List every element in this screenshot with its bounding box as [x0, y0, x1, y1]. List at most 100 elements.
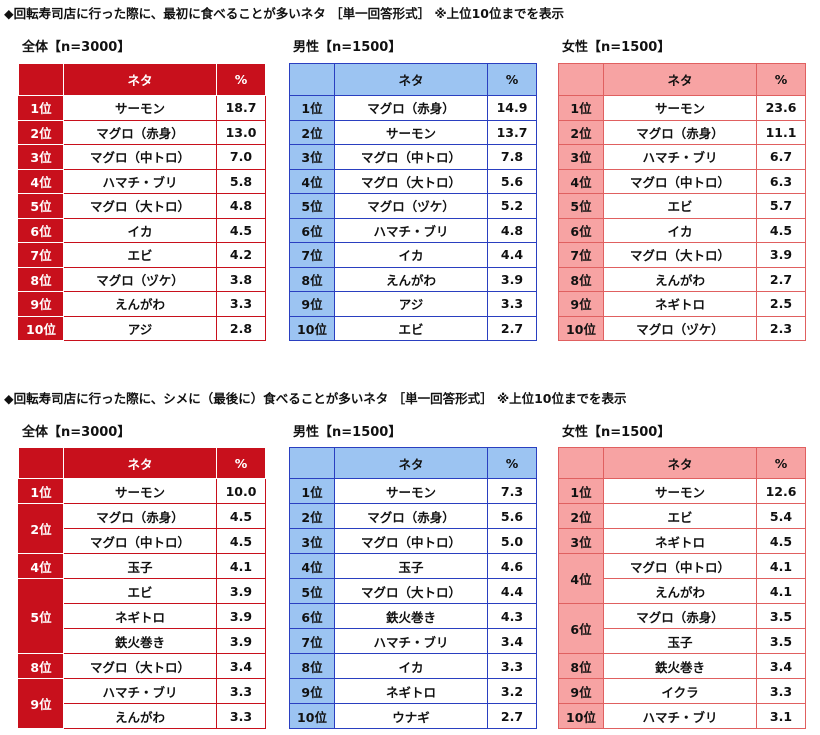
data-row: 5位 エビ 3.9	[18, 578, 266, 654]
pct-cell: 4.4	[487, 578, 537, 604]
neta-cell: サーモン	[63, 95, 217, 121]
pct-cell: 2.7	[487, 315, 537, 341]
pct-cell: 3.5	[756, 628, 806, 654]
pct-cell: 3.9	[756, 242, 806, 268]
header-cell: %	[216, 63, 266, 96]
pct-cell: 2.5	[756, 291, 806, 317]
neta-cell: マグロ（赤身）	[603, 603, 757, 629]
header-row: ネタ%	[18, 447, 266, 479]
pct-cell: 3.1	[756, 703, 806, 729]
pct-cell: 3.8	[216, 266, 266, 292]
data-row: 5位 マグロ（大トロ） 4.4	[289, 578, 537, 604]
pct-cell: 4.8	[216, 193, 266, 219]
data-row: 1位 サーモン 12.6	[558, 478, 806, 504]
pct-cell: 3.5	[756, 603, 806, 629]
neta-cell: ハマチ・ブリ	[63, 168, 217, 194]
data-row: 8位 鉄火巻き 3.4	[558, 653, 806, 679]
rank-cell: 4位	[558, 553, 604, 604]
neta-cell: イクラ	[603, 678, 757, 704]
neta-cell: ネギトロ	[63, 603, 217, 629]
data-row: 8位 イカ 3.3	[289, 653, 537, 679]
pct-cell: 3.2	[487, 678, 537, 704]
data-row: 4位 マグロ（中トロ） 6.3	[558, 168, 806, 194]
rank-cell: 2位	[289, 503, 335, 529]
pct-cell: 2.8	[216, 315, 266, 341]
pct-cell: 4.5	[216, 503, 266, 529]
neta-cell: イカ	[63, 217, 217, 243]
header-row: ネタ%	[558, 447, 806, 479]
neta-cell: マグロ（中トロ）	[603, 168, 757, 194]
pct-cell: 3.3	[216, 678, 266, 704]
rank-cell: 8位	[289, 653, 335, 679]
data-row: 3位 ネギトロ 4.5	[558, 528, 806, 554]
neta-cell: エビ	[603, 503, 757, 529]
data-row: 9位 アジ 3.3	[289, 291, 537, 317]
neta-cell: マグロ（赤身）	[334, 95, 488, 121]
data-row: 3位 マグロ（中トロ） 7.0	[18, 144, 266, 170]
pct-cell: 2.7	[756, 266, 806, 292]
pct-cell: 3.3	[756, 678, 806, 704]
data-row: 10位 マグロ（ヅケ） 2.3	[558, 315, 806, 341]
neta-cell: サーモン	[334, 478, 488, 504]
data-row: 5位 マグロ（大トロ） 4.8	[18, 193, 266, 219]
rank-cell: 6位	[18, 217, 64, 243]
data-row: 8位 えんがわ 3.9	[289, 266, 537, 292]
data-row: 7位 エビ 4.2	[18, 242, 266, 268]
pct-cell: 4.4	[487, 242, 537, 268]
rank-cell: 4位	[289, 553, 335, 579]
rank-cell: 8位	[558, 653, 604, 679]
data-row: 9位 えんがわ 3.3	[18, 291, 266, 317]
pct-cell: 5.2	[487, 193, 537, 219]
rank-cell: 10位	[18, 315, 64, 341]
pct-cell: 13.0	[216, 119, 266, 145]
pct-cell: 3.3	[216, 291, 266, 317]
data-row: 1位 サーモン 18.7	[18, 95, 266, 121]
rank-cell: 2位	[558, 503, 604, 529]
rank-cell: 1位	[18, 95, 64, 121]
pct-cell: 5.6	[487, 168, 537, 194]
data-row: 9位 ハマチ・ブリ 3.3	[18, 678, 266, 729]
rank-cell: 1位	[18, 478, 64, 504]
data-row: 10位 ハマチ・ブリ 3.1	[558, 703, 806, 729]
data-row: 2位 マグロ（赤身） 13.0	[18, 119, 266, 145]
data-row: 7位 マグロ（大トロ） 3.9	[558, 242, 806, 268]
pct-cell: 3.9	[216, 603, 266, 629]
rank-cell: 1位	[558, 95, 604, 121]
ranking-table: ネタ% 1位 マグロ（赤身） 14.9 2位 サーモン 13.7 3位 マグロ（中トロ） 7.8 4…	[289, 63, 537, 341]
rank-cell: 1位	[289, 95, 335, 121]
header-cell: ネタ	[63, 63, 217, 96]
table-label: 全体【n=3000】	[22, 425, 131, 440]
pct-cell: 4.8	[487, 217, 537, 243]
pct-cell: 6.3	[756, 168, 806, 194]
neta-cell: マグロ（中トロ）	[334, 144, 488, 170]
pct-cell: 5.6	[487, 503, 537, 529]
header-cell: ネタ	[334, 63, 488, 96]
data-row: 8位 マグロ（大トロ） 3.4	[18, 653, 266, 679]
neta-cell: エビ	[63, 578, 217, 604]
neta-cell: えんがわ	[603, 578, 757, 604]
data-row: 6位 鉄火巻き 4.3	[289, 603, 537, 629]
pct-cell: 3.3	[216, 703, 266, 729]
rank-cell: 4位	[289, 168, 335, 194]
neta-cell: マグロ（赤身）	[603, 119, 757, 145]
pct-cell: 6.7	[756, 144, 806, 170]
data-row: 7位 ハマチ・ブリ 3.4	[289, 628, 537, 654]
neta-cell: サーモン	[603, 95, 757, 121]
ranking-table: ネタ% 1位 サーモン 23.6 2位 マグロ（赤身） 11.1 3位 ハマチ・ブリ 6.7 4位マ…	[558, 63, 806, 341]
ranking-table: ネタ% 1位 サーモン 7.3 2位 マグロ（赤身） 5.6 3位 マグロ（中トロ） 5.0 4位玉…	[289, 447, 537, 729]
data-row: 8位 マグロ（ヅケ） 3.8	[18, 266, 266, 292]
pct-cell: 14.9	[487, 95, 537, 121]
data-row: 1位 サーモン 7.3	[289, 478, 537, 504]
data-row: 3位 マグロ（中トロ） 5.0	[289, 528, 537, 554]
header-cell: ネタ	[603, 63, 757, 96]
rank-cell: 6位	[289, 217, 335, 243]
pct-cell: 3.9	[487, 266, 537, 292]
rank-cell: 9位	[558, 291, 604, 317]
neta-cell: ハマチ・ブリ	[603, 703, 757, 729]
pct-cell: 4.1	[756, 553, 806, 579]
data-row: 9位 ネギトロ 3.2	[289, 678, 537, 704]
pct-cell: 4.1	[216, 553, 266, 579]
neta-cell: 鉄火巻き	[334, 603, 488, 629]
pct-cell: 2.3	[756, 315, 806, 341]
rank-cell: 3位	[289, 528, 335, 554]
